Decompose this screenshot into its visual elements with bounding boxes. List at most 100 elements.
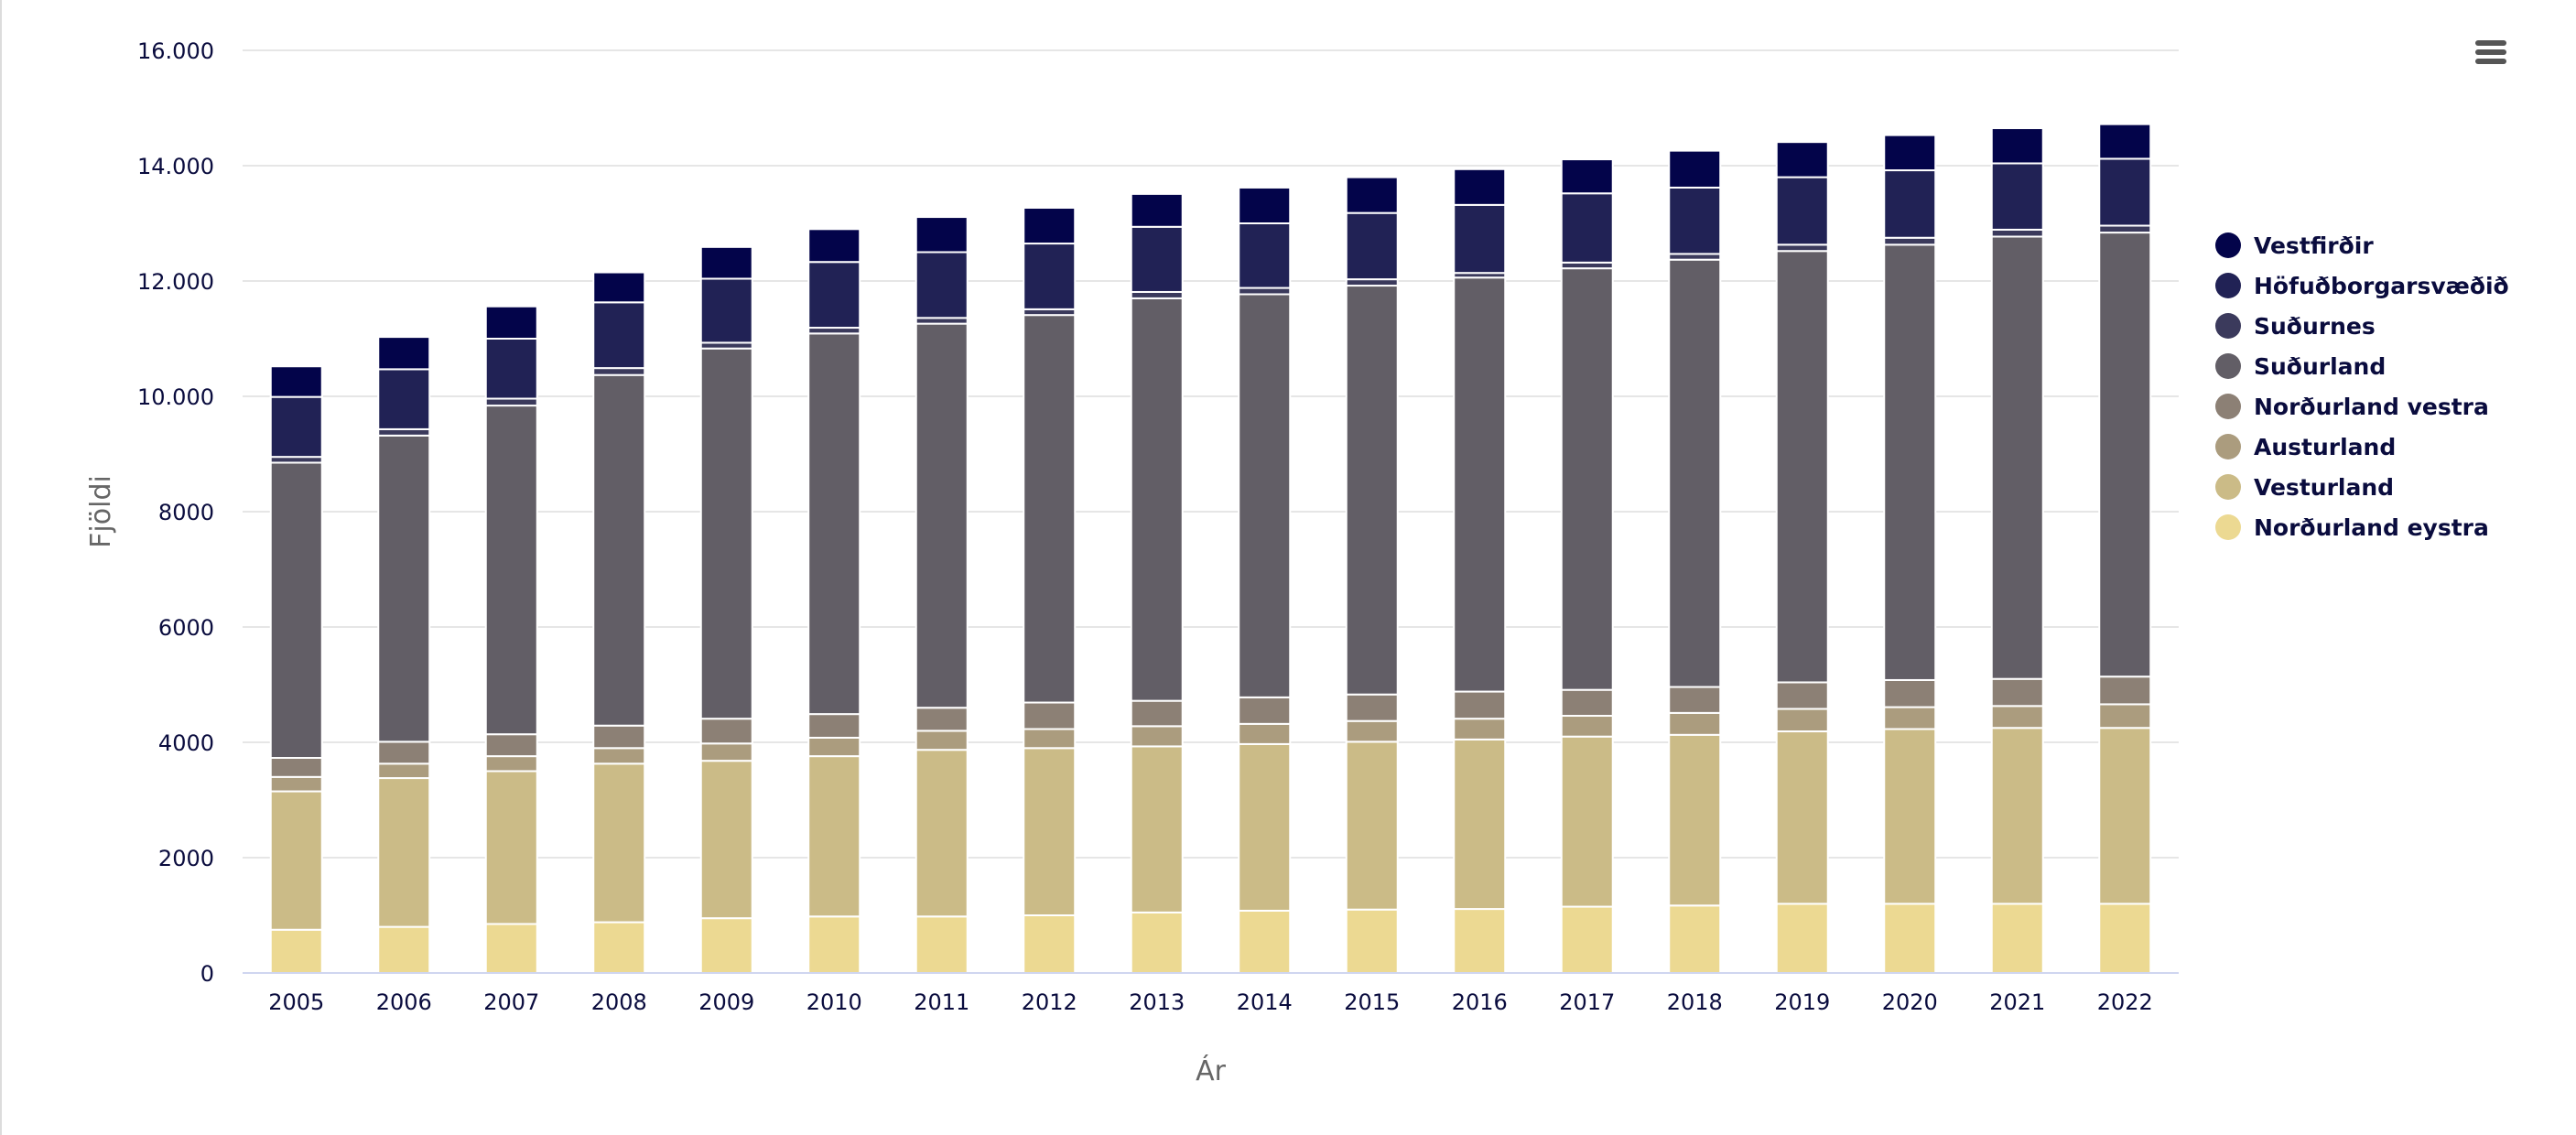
bar-segment[interactable] [484, 338, 538, 400]
bar-segment[interactable] [807, 736, 861, 758]
bar-segment[interactable] [2098, 157, 2152, 227]
bar-segment[interactable] [1560, 715, 1614, 738]
bar-stack-2022[interactable] [2098, 123, 2152, 975]
bar-segment[interactable] [484, 397, 538, 407]
bar-segment[interactable] [1453, 908, 1507, 975]
bar-stack-2007[interactable] [484, 305, 538, 975]
bar-segment[interactable] [915, 915, 969, 975]
bar-segment[interactable] [807, 755, 861, 918]
bar-segment[interactable] [1130, 192, 1184, 228]
bar-segment[interactable] [1345, 719, 1399, 743]
bar-segment[interactable] [592, 301, 646, 370]
bar-segment[interactable] [1990, 727, 2044, 905]
bar-segment[interactable] [1345, 908, 1399, 975]
bar-segment[interactable] [484, 733, 538, 758]
bar-segment[interactable] [807, 915, 861, 975]
bar-stack-2009[interactable] [699, 245, 753, 975]
bar-segment[interactable] [1238, 293, 1292, 698]
bar-segment[interactable] [1345, 176, 1399, 214]
bar-segment[interactable] [1668, 733, 1722, 907]
bar-segment[interactable] [699, 917, 753, 975]
bar-stack-2012[interactable] [1023, 206, 1077, 974]
bar-segment[interactable] [1775, 176, 1829, 246]
bar-segment[interactable] [1560, 735, 1614, 908]
bar-segment[interactable] [1238, 742, 1292, 912]
bar-segment[interactable] [1990, 162, 2044, 231]
bar-segment[interactable] [1453, 718, 1507, 740]
bar-segment[interactable] [1883, 169, 1937, 239]
bar-segment[interactable] [1883, 706, 1937, 730]
bar-segment[interactable] [807, 228, 861, 264]
bar-segment[interactable] [592, 762, 646, 924]
bar-segment[interactable] [592, 367, 646, 376]
bar-segment[interactable] [1668, 258, 1722, 688]
bar-segment[interactable] [484, 305, 538, 340]
bar-segment[interactable] [1023, 243, 1077, 310]
bar-segment[interactable] [1990, 705, 2044, 730]
bar-segment[interactable] [1990, 903, 2044, 975]
bar-segment[interactable] [1775, 730, 1829, 905]
bar-segment[interactable] [1345, 285, 1399, 696]
bar-segment[interactable] [1883, 728, 1937, 905]
bar-stack-2011[interactable] [915, 216, 969, 975]
bar-segment[interactable] [1668, 149, 1722, 189]
bar-segment[interactable] [2098, 903, 2152, 975]
bar-segment[interactable] [1883, 243, 1937, 681]
bar-segment[interactable] [1023, 914, 1077, 974]
bar-stack-2006[interactable] [377, 336, 431, 974]
bar-segment[interactable] [1238, 909, 1292, 975]
legend-item[interactable]: Norðurland eystra [2215, 507, 2563, 547]
bar-segment[interactable] [269, 790, 323, 931]
bar-segment[interactable] [1668, 686, 1722, 714]
bar-segment[interactable] [269, 757, 323, 778]
bar-segment[interactable] [1345, 278, 1399, 287]
bar-segment[interactable] [915, 730, 969, 751]
legend-item[interactable]: Norðurland vestra [2215, 386, 2563, 427]
bar-segment[interactable] [915, 707, 969, 732]
bar-segment[interactable] [1560, 688, 1614, 718]
bar-segment[interactable] [377, 777, 431, 928]
bar-segment[interactable] [377, 336, 431, 371]
bar-stack-2005[interactable] [269, 365, 323, 974]
bar-segment[interactable] [269, 775, 323, 793]
bar-segment[interactable] [377, 368, 431, 430]
bar-segment[interactable] [1990, 228, 2044, 238]
bar-stack-2015[interactable] [1345, 176, 1399, 975]
bar-segment[interactable] [1130, 911, 1184, 974]
bar-segment[interactable] [1238, 186, 1292, 225]
bar-segment[interactable] [592, 724, 646, 750]
bar-stack-2017[interactable] [1560, 158, 1614, 974]
bar-segment[interactable] [269, 395, 323, 459]
bar-segment[interactable] [1023, 206, 1077, 245]
bar-segment[interactable] [1775, 243, 1829, 253]
chart-menu-button[interactable] [2472, 35, 2512, 71]
bar-segment[interactable] [592, 921, 646, 974]
bar-segment[interactable] [1775, 141, 1829, 178]
bar-segment[interactable] [1453, 203, 1507, 275]
bar-segment[interactable] [699, 718, 753, 745]
bar-segment[interactable] [1238, 722, 1292, 745]
legend-item[interactable]: Austurland [2215, 427, 2563, 467]
bar-segment[interactable] [269, 928, 323, 974]
bar-segment[interactable] [1668, 186, 1722, 255]
legend-item[interactable]: Vestfirðir [2215, 225, 2563, 265]
bar-stack-2020[interactable] [1883, 134, 1937, 975]
bar-stack-2019[interactable] [1775, 141, 1829, 975]
bar-segment[interactable] [1453, 690, 1507, 720]
bar-segment[interactable] [377, 925, 431, 974]
bar-segment[interactable] [1775, 708, 1829, 733]
bar-segment[interactable] [1130, 225, 1184, 293]
bar-segment[interactable] [1023, 747, 1077, 916]
bar-segment[interactable] [699, 760, 753, 920]
bar-segment[interactable] [699, 347, 753, 720]
bar-segment[interactable] [1023, 728, 1077, 750]
bar-segment[interactable] [269, 461, 323, 760]
bar-segment[interactable] [2098, 123, 2152, 160]
bar-segment[interactable] [1775, 250, 1829, 684]
bar-segment[interactable] [484, 770, 538, 925]
bar-segment[interactable] [1023, 701, 1077, 730]
bar-segment[interactable] [377, 434, 431, 743]
bar-segment[interactable] [1775, 903, 1829, 975]
bar-segment[interactable] [1238, 286, 1292, 296]
bar-segment[interactable] [484, 923, 538, 975]
